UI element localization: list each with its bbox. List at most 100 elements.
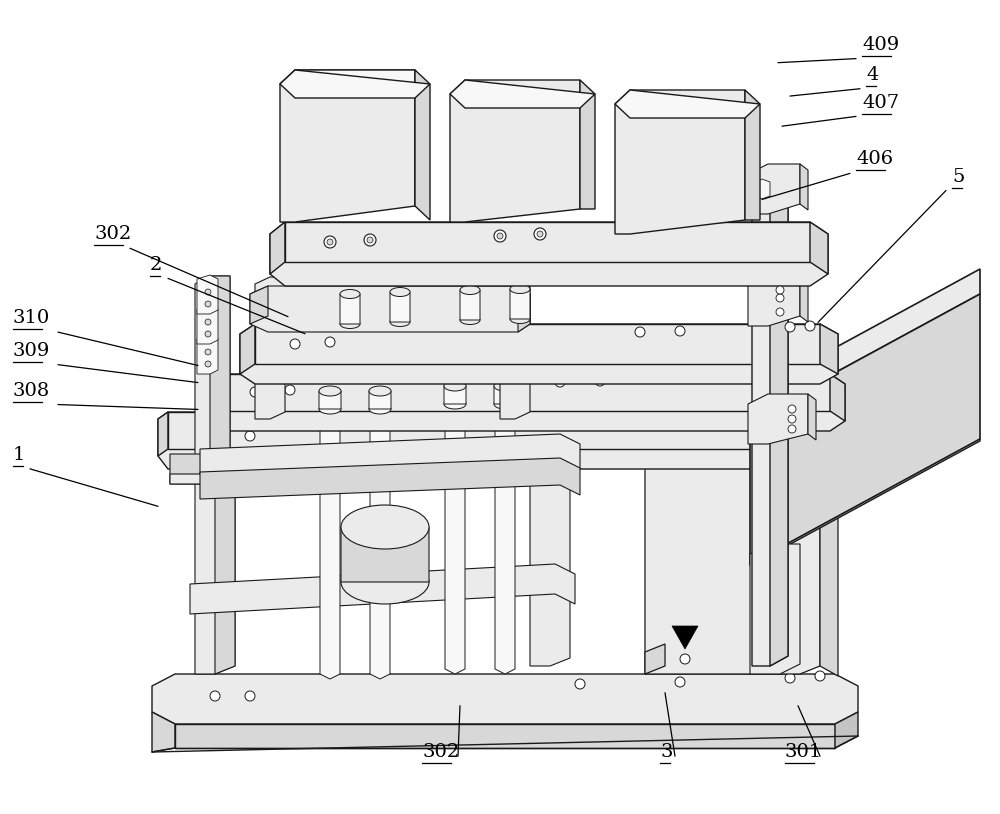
Polygon shape <box>215 416 235 674</box>
Polygon shape <box>750 269 980 419</box>
Polygon shape <box>494 382 516 404</box>
Polygon shape <box>450 80 580 222</box>
Polygon shape <box>500 277 530 419</box>
Polygon shape <box>530 406 570 666</box>
Polygon shape <box>200 374 212 419</box>
Polygon shape <box>320 409 340 679</box>
Circle shape <box>537 231 543 237</box>
Circle shape <box>327 239 333 245</box>
Text: 309: 309 <box>13 342 50 360</box>
Polygon shape <box>270 222 285 274</box>
Ellipse shape <box>319 386 341 396</box>
Polygon shape <box>212 374 830 411</box>
Polygon shape <box>800 276 808 322</box>
Polygon shape <box>369 387 391 409</box>
Polygon shape <box>840 412 858 459</box>
Circle shape <box>205 319 211 325</box>
Polygon shape <box>752 184 788 666</box>
Polygon shape <box>341 522 429 582</box>
Circle shape <box>615 417 625 427</box>
Circle shape <box>494 230 506 242</box>
Polygon shape <box>756 179 770 199</box>
Text: 3: 3 <box>660 743 672 761</box>
Polygon shape <box>152 674 858 724</box>
Polygon shape <box>340 290 360 324</box>
Text: 5: 5 <box>952 168 964 186</box>
Circle shape <box>205 331 211 337</box>
Polygon shape <box>450 80 595 108</box>
Polygon shape <box>152 712 175 752</box>
Polygon shape <box>250 286 268 324</box>
Circle shape <box>755 651 765 661</box>
Polygon shape <box>280 70 415 84</box>
Ellipse shape <box>460 286 480 295</box>
Polygon shape <box>170 474 230 484</box>
Circle shape <box>776 286 784 294</box>
Polygon shape <box>460 286 480 320</box>
Polygon shape <box>445 404 465 674</box>
Polygon shape <box>580 80 595 209</box>
Polygon shape <box>835 712 858 748</box>
Circle shape <box>245 691 255 701</box>
Polygon shape <box>158 412 168 456</box>
Ellipse shape <box>510 285 530 294</box>
Ellipse shape <box>510 314 530 323</box>
Circle shape <box>805 321 815 331</box>
Circle shape <box>205 349 211 355</box>
Circle shape <box>788 425 796 433</box>
Polygon shape <box>810 222 828 274</box>
Polygon shape <box>190 564 575 614</box>
Text: 1: 1 <box>13 446 25 464</box>
Text: 406: 406 <box>856 151 893 168</box>
Circle shape <box>210 429 220 439</box>
Circle shape <box>364 234 376 246</box>
Ellipse shape <box>319 404 341 414</box>
Circle shape <box>210 691 220 701</box>
Ellipse shape <box>390 317 410 326</box>
Ellipse shape <box>444 381 466 391</box>
Polygon shape <box>170 454 230 484</box>
Text: 2: 2 <box>150 256 162 274</box>
Polygon shape <box>390 288 410 322</box>
Polygon shape <box>255 324 820 364</box>
Circle shape <box>205 289 211 295</box>
Polygon shape <box>820 416 838 676</box>
Polygon shape <box>750 544 800 674</box>
Polygon shape <box>444 382 466 404</box>
Circle shape <box>534 228 546 240</box>
Text: 310: 310 <box>13 309 50 327</box>
Polygon shape <box>830 374 845 421</box>
Circle shape <box>675 326 685 336</box>
Ellipse shape <box>341 560 429 604</box>
Ellipse shape <box>369 404 391 414</box>
Polygon shape <box>270 222 828 286</box>
Polygon shape <box>175 724 835 748</box>
Polygon shape <box>510 285 530 319</box>
Polygon shape <box>195 416 235 674</box>
Ellipse shape <box>494 381 516 391</box>
Polygon shape <box>748 394 808 444</box>
Circle shape <box>795 371 805 381</box>
Circle shape <box>776 308 784 316</box>
Polygon shape <box>319 387 341 409</box>
Circle shape <box>497 233 503 239</box>
Polygon shape <box>255 277 285 419</box>
Polygon shape <box>210 276 230 459</box>
Polygon shape <box>748 276 800 326</box>
Polygon shape <box>745 90 760 220</box>
Polygon shape <box>200 374 845 431</box>
Circle shape <box>785 673 795 683</box>
Polygon shape <box>285 222 810 262</box>
Polygon shape <box>518 286 530 332</box>
Circle shape <box>788 405 796 413</box>
Polygon shape <box>750 294 980 564</box>
Polygon shape <box>645 644 665 674</box>
Circle shape <box>815 671 825 681</box>
Polygon shape <box>750 439 980 566</box>
Polygon shape <box>808 394 816 440</box>
Text: 302: 302 <box>94 225 131 243</box>
Polygon shape <box>197 305 218 344</box>
Polygon shape <box>800 164 808 210</box>
Circle shape <box>776 294 784 302</box>
Circle shape <box>205 301 211 307</box>
